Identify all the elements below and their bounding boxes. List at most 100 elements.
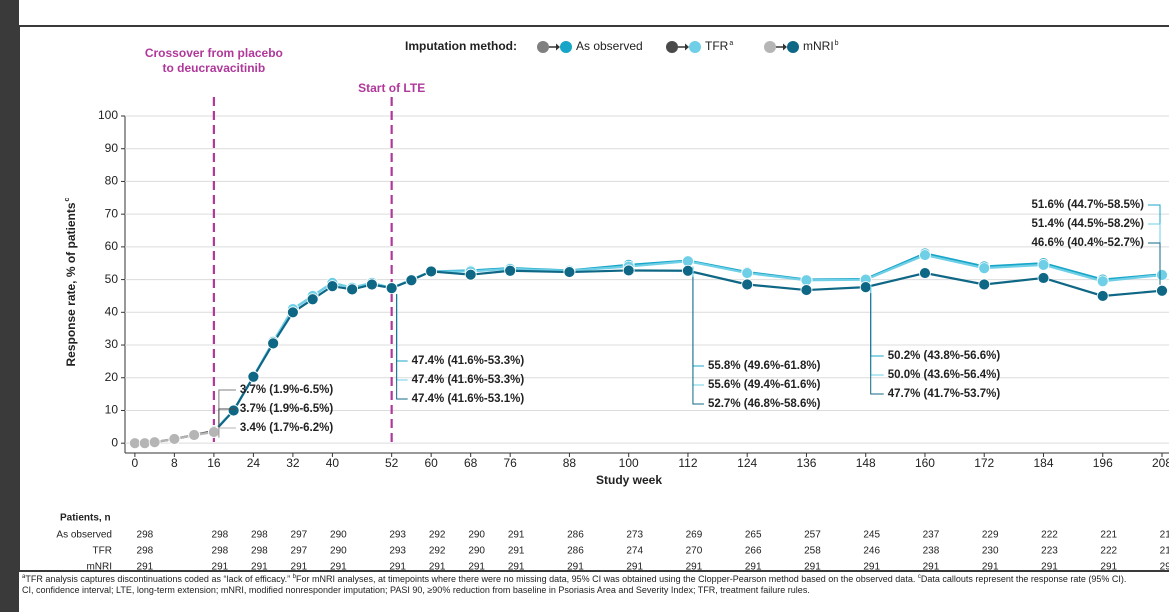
table-cell: 291 [863,562,880,573]
y-tick-label: 50 [105,272,119,286]
table-cell: 223 [1041,546,1058,557]
table-cell: 298 [212,530,229,541]
y-tick-label: 90 [105,141,119,155]
x-tick-label: 196 [1093,456,1113,470]
series-point [464,268,477,281]
series-point [978,278,991,291]
table-cell: 291 [389,562,406,573]
y-tick-label: 70 [105,206,119,220]
legend-label: TFR [705,39,729,53]
legend-label: mNRI [803,39,834,53]
series-point [207,426,220,438]
footnote-text: Data callouts represent the response rat… [920,574,1127,584]
table-cell: 222 [1100,546,1117,557]
table-cell: 291 [982,562,999,573]
callout-label: 47.4% (41.6%-53.3%) [412,355,525,367]
callout-leader [396,294,408,362]
legend-label: As observed [576,39,643,53]
table-cell: 292 [429,546,446,557]
x-tick-label: 184 [1033,456,1053,470]
table-cell: 293 [389,546,406,557]
table-cell: 291 [508,546,525,557]
x-tick-label: 40 [326,456,340,470]
table-cell: 298 [251,530,268,541]
table-cell: 291 [291,562,308,573]
x-tick-label: 24 [247,456,261,470]
series-point [1156,269,1168,281]
table-cell: 298 [251,546,268,557]
callout-leader [396,294,408,400]
x-tick-label: 208 [1152,456,1169,470]
frame [18,25,1169,572]
table-cell: 229 [982,530,999,541]
x-tick-label: 52 [385,456,399,470]
series-point [227,404,240,417]
x-tick-label: 0 [132,456,139,470]
callout-label: 51.4% (44.5%-58.2%) [1031,218,1144,230]
table-cell: 291 [468,562,485,573]
x-tick-label: 76 [503,456,517,470]
x-tick-label: 88 [563,456,577,470]
footnote-mark: b [292,574,296,580]
callout-leader [218,427,236,439]
callout-label: 51.6% (44.7%-58.5%) [1031,199,1144,211]
footnote-text: TFR analysis captures discontinuations c… [25,574,293,584]
series-point [168,433,181,445]
table-cell: 291 [1160,562,1169,573]
table-cell: 238 [923,546,940,557]
table-cell: 222 [1041,530,1058,541]
table-cell: 291 [508,562,525,573]
callout-label: 47.7% (41.7%-53.7%) [888,388,1001,400]
legend-arrowhead [556,43,560,51]
y-axis-label-sup: c [64,197,71,201]
series-point [741,267,754,279]
callout-label: 50.0% (43.6%-56.4%) [888,369,1001,381]
x-tick-label: 136 [796,456,816,470]
series-point [405,274,418,287]
table-cell: 274 [626,546,643,557]
series-point [326,280,339,293]
x-tick-label: 160 [915,456,935,470]
x-tick-label: 16 [207,456,221,470]
series-point [128,437,141,450]
legend-label-sup: b [835,40,839,47]
x-axis-label: Study week [596,473,662,487]
x-tick-label: 100 [619,456,639,470]
callout-leader [692,276,704,405]
series-point [1037,272,1050,284]
y-tick-label: 100 [98,108,118,122]
table-cell: 291 [686,562,703,573]
series-point [919,267,931,279]
y-tick-label: 10 [105,403,119,417]
table-cell: 291 [923,562,940,573]
table-cell: 290 [468,546,485,557]
series-point [741,278,754,291]
x-tick-label: 32 [286,456,300,470]
series-point [800,274,813,287]
x-tick-label: 172 [974,456,994,470]
footnote-text: For mNRI analyses, at timepoints where t… [295,574,918,584]
event-label: Crossover from placebo to deucravacitini… [144,46,283,75]
frame-band [0,0,19,612]
footnote-para: aTFR analysis captures discontinuations … [22,572,1164,585]
callout-label: 52.7% (46.8%-58.6%) [708,398,821,410]
series-point [978,262,991,275]
callout-label: 50.2% (43.8%-56.6%) [888,350,1001,362]
callout-label: 3.7% (1.9%-6.5%) [240,384,333,396]
table-cell: 270 [686,546,703,557]
callout-label: 55.8% (49.6%-61.8%) [708,360,821,372]
series-point [919,249,931,261]
series-point [859,281,872,294]
series-point [622,264,635,277]
table-cell: 286 [567,530,584,541]
table-cell: 215 [1160,530,1169,541]
series-point [148,436,161,449]
series-point [1037,258,1050,271]
event-label: Start of LTE [358,81,426,95]
callout-leader [692,266,704,367]
table-cell: 297 [291,530,308,541]
callout-leader [870,285,884,376]
callout-label: 46.6% (40.4%-52.7%) [1031,237,1144,249]
